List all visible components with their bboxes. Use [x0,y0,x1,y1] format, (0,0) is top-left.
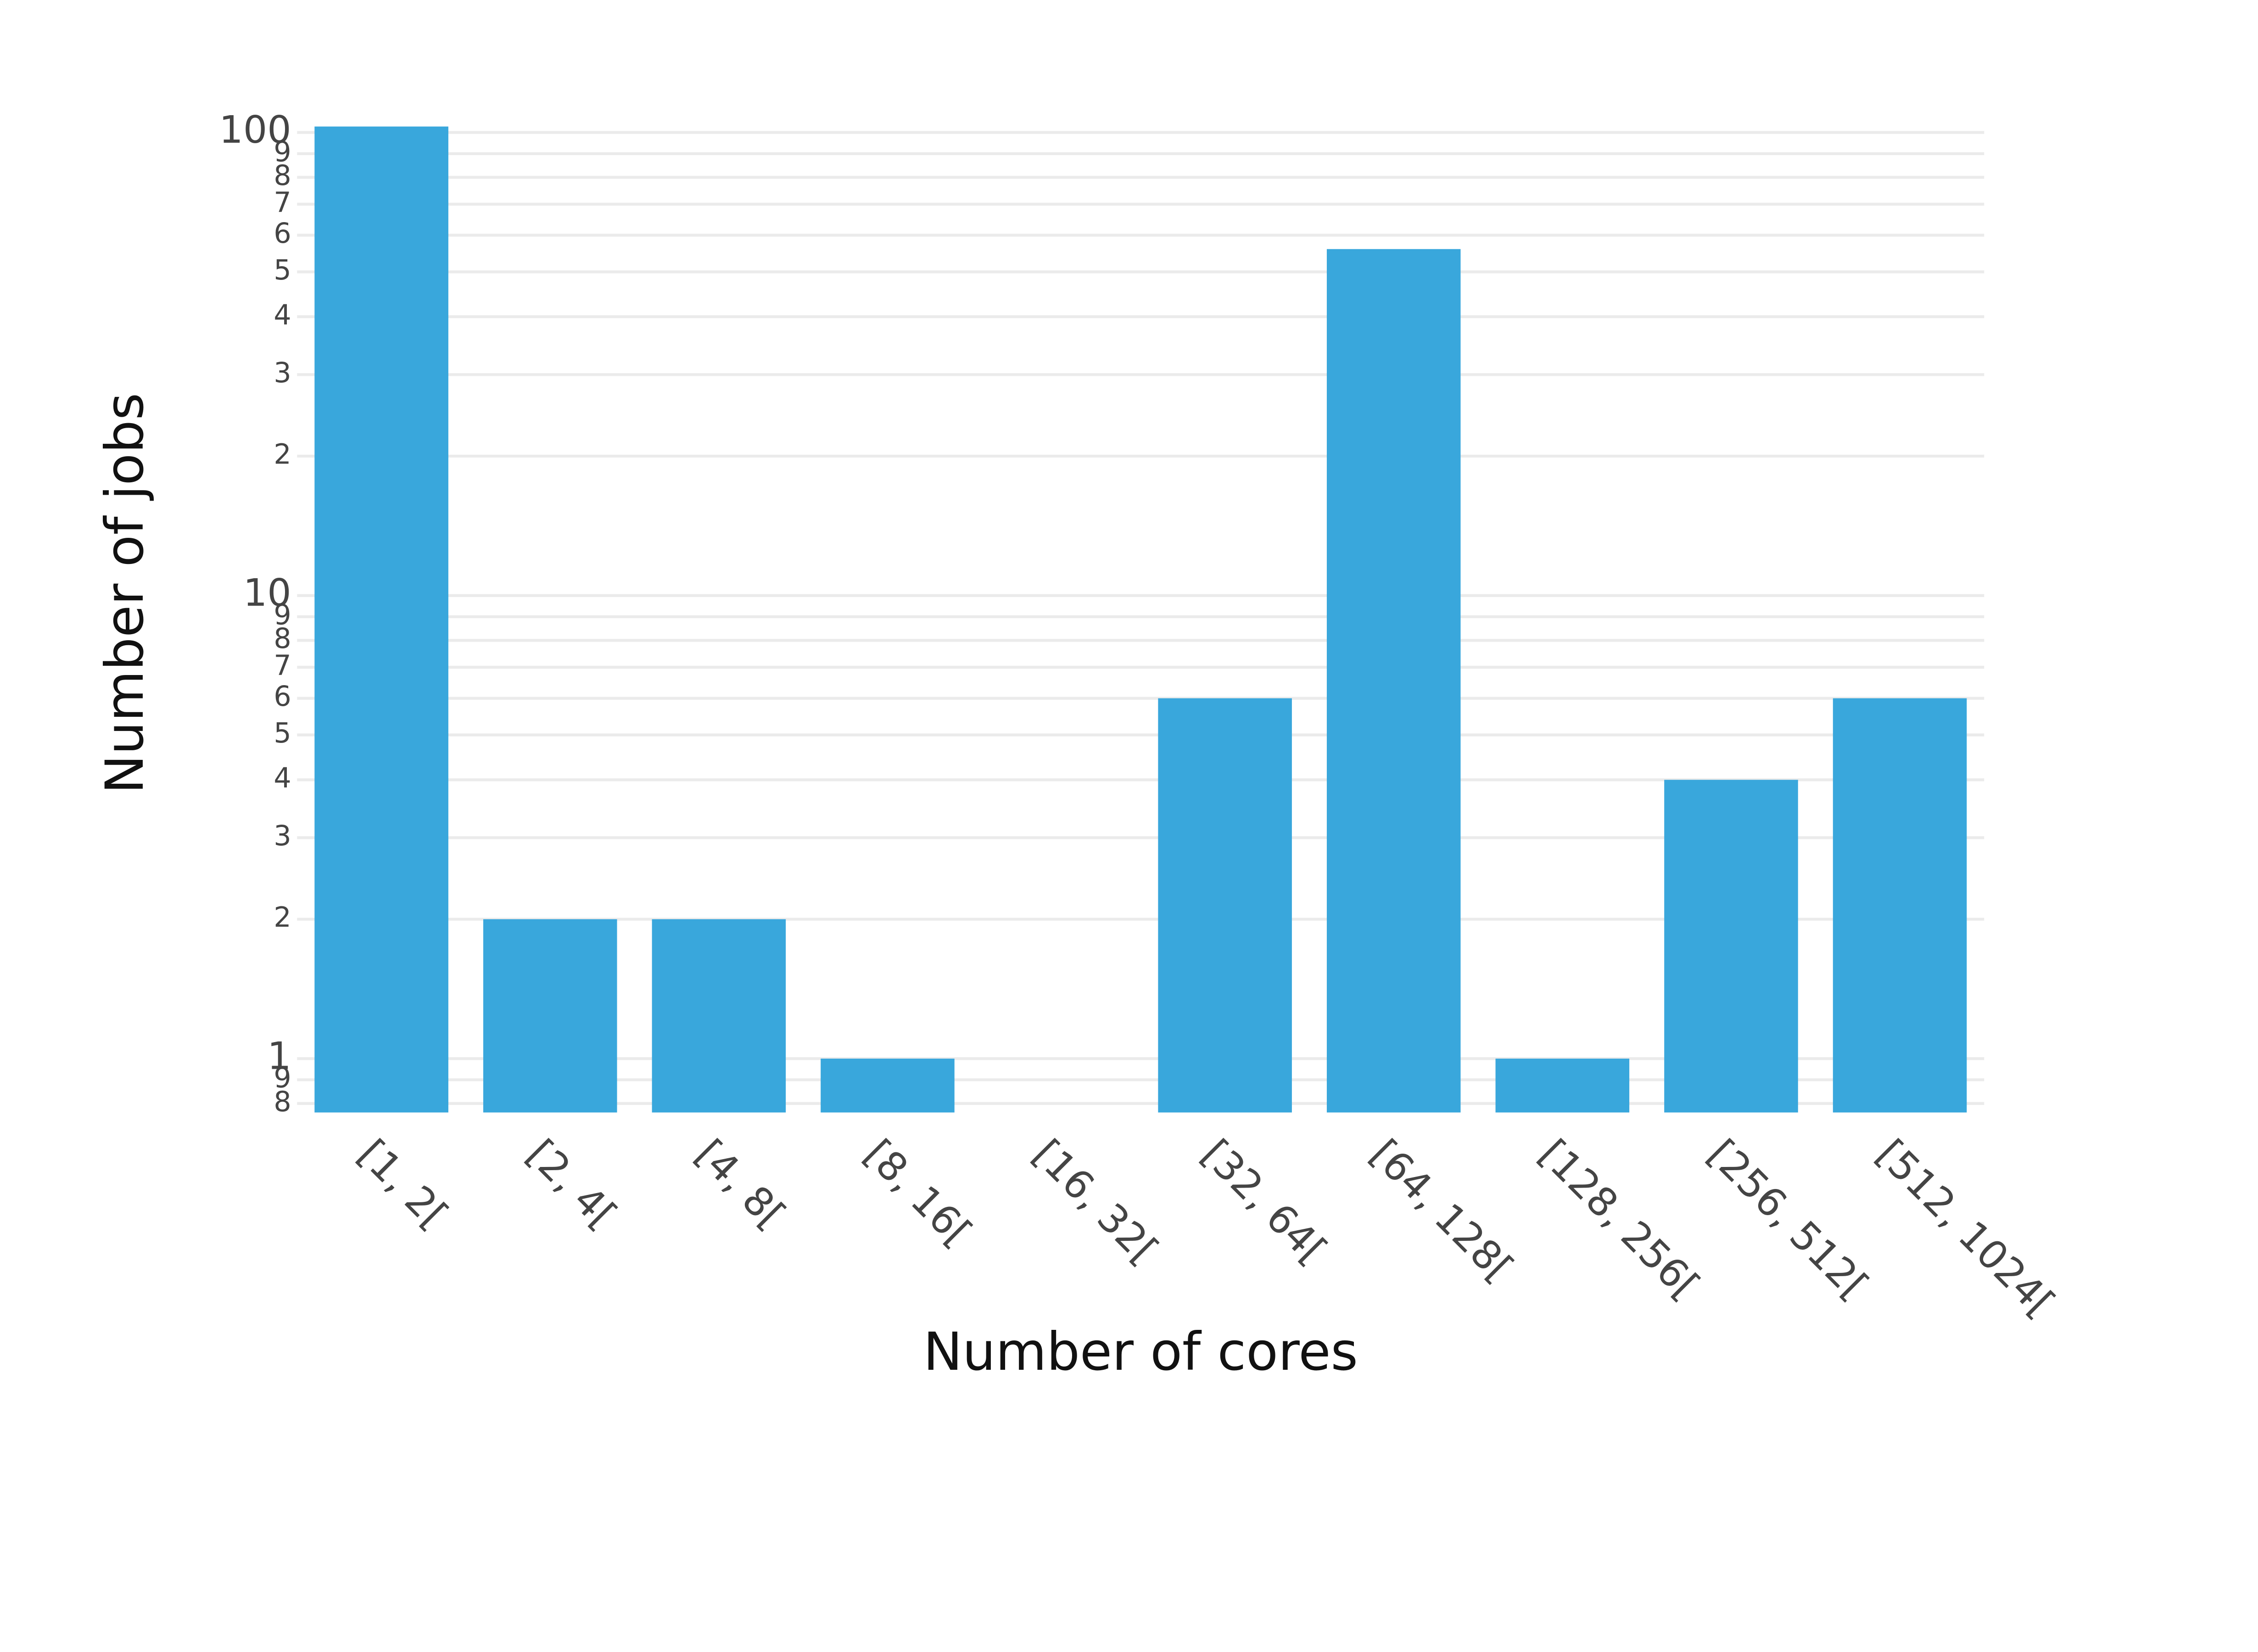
bar [1833,698,1967,1113]
bar [314,126,448,1113]
x-tick-label: [16, 32[ [1024,1131,1167,1273]
y-tick-label: 8 [274,160,291,192]
y-tick-label: 2 [274,439,291,471]
y-tick-label: 6 [274,218,291,250]
bar [1158,698,1292,1113]
x-tick-label: [256, 512[ [1699,1131,1877,1309]
x-tick-label: [1, 2[ [350,1131,457,1238]
bar [1495,1058,1630,1113]
bar [483,919,617,1113]
x-tick-label: [2, 4[ [518,1131,625,1238]
bar [1326,249,1461,1113]
y-tick-label: 10 [243,571,291,615]
x-tick-label: [512, 1024[ [1868,1131,2063,1326]
y-tick-label: 2 [274,902,291,934]
y-tick-label: 8 [274,623,291,655]
bar [1664,780,1798,1113]
y-tick-label: 9 [274,1062,291,1094]
y-tick-label: 4 [274,762,291,794]
y-tick-label: 100 [219,108,291,152]
x-tick-label: [4, 8[ [687,1131,794,1238]
y-tick-label: 8 [274,1086,291,1118]
y-tick-label: 9 [274,136,291,168]
x-axis-title: Number of cores [923,1321,1358,1382]
y-tick-label: 7 [274,187,291,219]
x-tick-label: [64, 128[ [1362,1131,1521,1291]
y-tick-label: 5 [274,717,291,749]
y-tick-label: 3 [274,820,291,852]
y-tick-label: 6 [274,681,291,713]
y-tick-label: 4 [274,299,291,331]
bar [652,919,786,1113]
bar [821,1058,955,1113]
y-tick-label: 7 [274,650,291,682]
y-tick-label: 5 [274,254,291,286]
x-tick-label: [8, 16[ [855,1131,980,1256]
y-axis-title: Number of jobs [94,393,155,794]
y-tick-label: 3 [274,357,291,389]
x-tick-label: [128, 256[ [1531,1131,1708,1309]
x-tick-label: [32, 64[ [1193,1131,1336,1273]
y-tick-label: 9 [274,599,291,631]
y-tick-label: 1 [267,1034,291,1078]
